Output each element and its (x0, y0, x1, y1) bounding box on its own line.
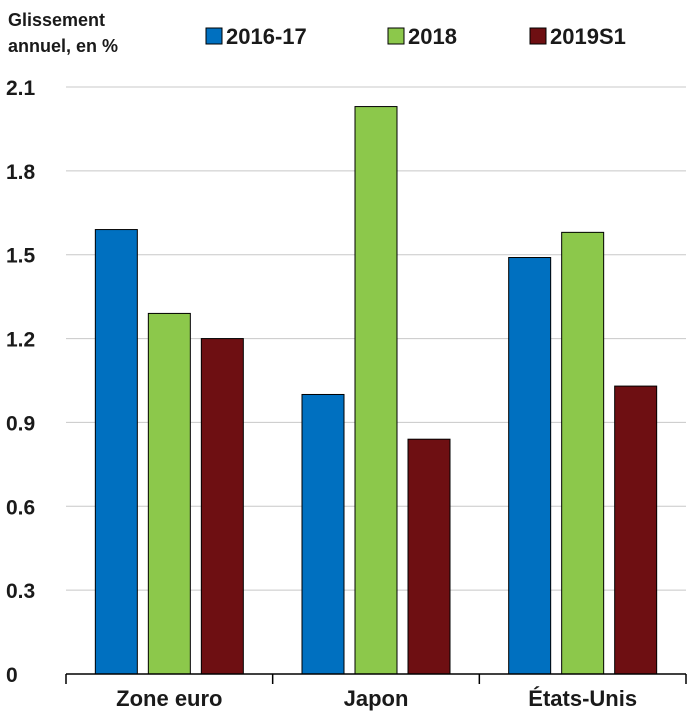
bar-2018-Zone euro (147, 312, 191, 675)
y-tick-label: 0.6 (6, 496, 35, 519)
bar-2018-Japon (354, 106, 398, 675)
y-tick-label: 0.3 (6, 580, 35, 603)
bar-2016-17-Japon (301, 393, 345, 675)
y-unit-label-line2: annuel, en % (8, 36, 118, 56)
bars (94, 106, 658, 675)
legend-label: 2016-17 (226, 24, 307, 49)
category-labels: Zone euro Japon États-Unis (116, 686, 637, 711)
category-label: Japon (344, 686, 409, 711)
y-tick-label: 1.8 (6, 161, 36, 184)
y-tick-label: 2.1 (6, 77, 36, 100)
bar-2019S1-États-Unis (614, 385, 658, 675)
legend-swatch (387, 27, 405, 45)
bar-2019S1-Japon (407, 438, 451, 675)
legend-item: 2018 (387, 24, 457, 49)
bar-2016-17-Zone euro (94, 229, 138, 675)
y-tick-label: 1.2 (6, 329, 35, 352)
legend: 2016-17 2018 2019S1 (205, 24, 626, 49)
category-label: Zone euro (116, 686, 222, 711)
legend-swatch (205, 27, 223, 45)
y-tick-labels: 0 0.3 0.6 0.9 1.2 1.5 1.8 2.1 (6, 77, 36, 687)
bar-2019S1-Zone euro (200, 338, 244, 675)
legend-item: 2019S1 (529, 24, 626, 49)
legend-label: 2018 (408, 24, 457, 49)
bar-2016-17-États-Unis (508, 257, 552, 675)
y-tick-label: 1.5 (6, 245, 36, 268)
bar-2018-États-Unis (561, 231, 605, 675)
y-tick-label: 0.9 (6, 412, 35, 435)
x-axis-ticks (65, 674, 687, 684)
legend-swatch (529, 27, 547, 45)
legend-label: 2019S1 (550, 24, 626, 49)
category-label: États-Unis (528, 686, 637, 711)
y-unit-label-line1: Glissement (8, 10, 105, 30)
y-tick-label: 0 (6, 664, 18, 687)
legend-item: 2016-17 (205, 24, 307, 49)
